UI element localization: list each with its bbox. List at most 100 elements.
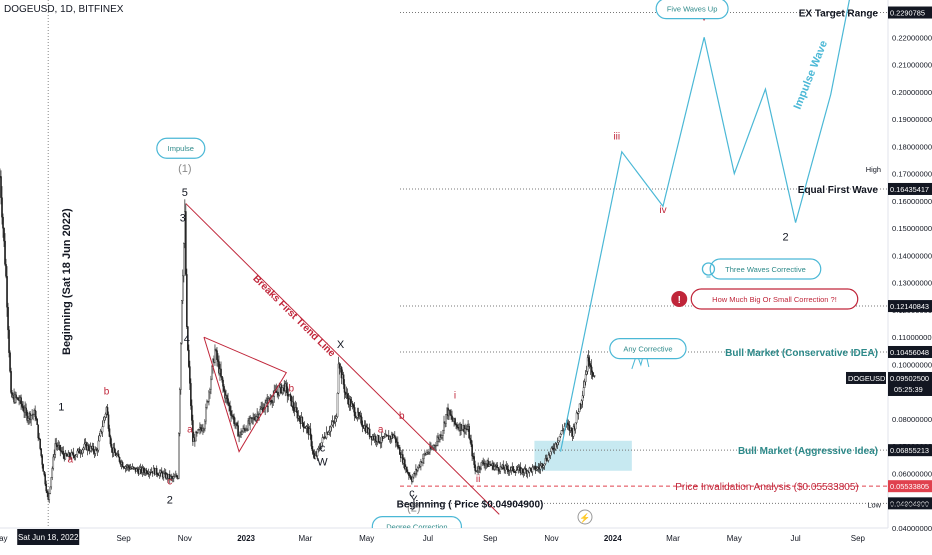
candle-body xyxy=(584,374,587,383)
candle-body xyxy=(328,430,331,433)
candle-body xyxy=(384,434,387,438)
y-tick-label: 0.15000000 xyxy=(892,224,932,233)
candle-body xyxy=(102,419,105,427)
candle-body xyxy=(445,414,447,424)
candle-body xyxy=(346,393,349,399)
candle-body xyxy=(178,433,180,479)
callout-bubble[interactable]: Any Corrective xyxy=(609,338,687,360)
candle-body xyxy=(480,462,482,469)
candle-body xyxy=(442,430,444,436)
callout-text: Three Waves Corrective xyxy=(725,265,806,274)
candle-body xyxy=(155,468,158,475)
callout-bubble[interactable]: Five Waves Up xyxy=(655,0,729,20)
candle-body xyxy=(506,466,509,470)
candle-body xyxy=(542,465,545,468)
candle-body xyxy=(43,471,45,475)
candle-body xyxy=(433,445,435,448)
candle-body xyxy=(17,397,19,401)
candle-body xyxy=(14,394,16,403)
candle-body xyxy=(109,436,112,445)
y-tick-label: 0.08000000 xyxy=(892,415,932,424)
candle-body xyxy=(6,276,8,308)
candle-body xyxy=(504,465,507,471)
candle-body xyxy=(537,467,540,469)
callout-bubble[interactable]: Impulse xyxy=(156,137,206,159)
candle-body xyxy=(323,436,326,439)
candle-body xyxy=(59,445,62,451)
warning-icon-glyph: ! xyxy=(678,295,681,306)
wave-label: c xyxy=(167,476,172,487)
candle-body xyxy=(311,446,314,451)
candle-body xyxy=(468,426,470,439)
candle-body xyxy=(456,424,458,428)
candle-body xyxy=(249,418,251,425)
candle-body xyxy=(241,431,243,435)
candle-body xyxy=(205,407,207,422)
level-axis-tag-text: 0.05533805 xyxy=(890,482,929,491)
candle-body xyxy=(2,216,4,229)
candle-body xyxy=(20,397,22,405)
price-axis[interactable] xyxy=(888,0,932,550)
candle-body xyxy=(229,405,231,412)
candle-body xyxy=(48,493,51,500)
candle-body xyxy=(232,415,234,417)
candle-body xyxy=(82,447,85,451)
candle-body xyxy=(296,411,299,419)
candle-body xyxy=(0,176,2,198)
callout-bubble[interactable]: Degree Correction xyxy=(371,516,463,537)
wave-label: i xyxy=(454,391,456,402)
wave-label: W xyxy=(317,456,328,468)
candle-body xyxy=(379,442,382,444)
candle-body xyxy=(559,433,562,437)
x-tick-label: Sep xyxy=(851,534,866,543)
candle-body xyxy=(461,429,463,431)
candle-body xyxy=(489,464,492,466)
y-tick-label: 0.04000000 xyxy=(892,524,932,533)
candle-body xyxy=(192,420,194,442)
callout-box xyxy=(655,0,729,20)
candle-body xyxy=(182,275,184,301)
candle-body xyxy=(72,452,75,456)
candle-body xyxy=(32,414,34,416)
candle-body xyxy=(473,456,475,465)
candle-body xyxy=(593,375,596,377)
candle-body xyxy=(170,476,173,478)
wave-label: c xyxy=(409,488,415,500)
candle-body xyxy=(290,395,293,407)
candle-body xyxy=(546,460,549,462)
candle-body xyxy=(577,411,580,414)
candle-body xyxy=(138,469,141,475)
candle-body xyxy=(566,422,569,425)
level-axis-tag xyxy=(888,182,932,195)
candle-body xyxy=(562,429,565,431)
plot-area[interactable]: Breaks First Trend Line Impulse Wave Begin… xyxy=(0,0,888,537)
candle-body xyxy=(512,466,515,472)
y-tick-label: 0.22000000 xyxy=(892,33,932,42)
candle-body xyxy=(115,454,118,456)
candle-body xyxy=(207,401,209,403)
candle-body xyxy=(547,454,550,461)
flash-icon[interactable] xyxy=(577,509,593,525)
candle-body xyxy=(485,463,487,465)
candle-body xyxy=(10,371,12,393)
candle-body xyxy=(53,454,56,458)
callout-bubble[interactable]: How Much Big Or Small Correction ?! xyxy=(690,288,859,310)
candle-body xyxy=(179,389,181,434)
candles xyxy=(0,168,596,504)
candle-body xyxy=(557,440,560,443)
wave-label: Y xyxy=(410,494,418,506)
candle-body xyxy=(99,430,102,436)
candle-body xyxy=(50,477,53,488)
candle-body xyxy=(44,474,47,485)
callout-bubble[interactable]: Three Waves Corrective xyxy=(709,258,822,280)
candle-body xyxy=(402,454,404,464)
candle-body xyxy=(535,469,538,471)
level-axis-tag xyxy=(888,480,932,493)
level-axis-tag xyxy=(888,444,932,457)
callout-box xyxy=(690,288,859,310)
candle-body xyxy=(319,447,322,449)
candle-body xyxy=(478,466,480,470)
wave-label: 2 xyxy=(167,494,173,506)
